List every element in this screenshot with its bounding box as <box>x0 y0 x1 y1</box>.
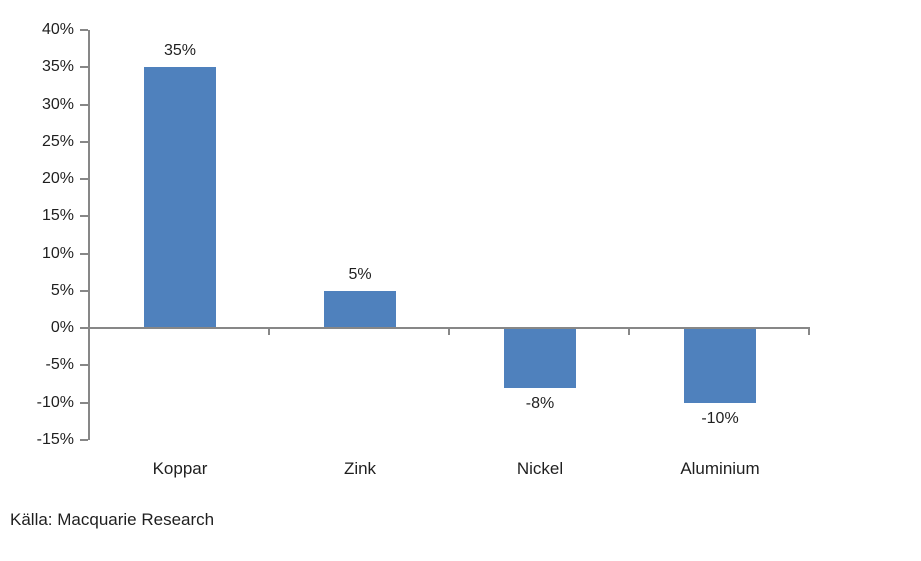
y-axis-tick <box>80 29 88 31</box>
bar-nickel <box>504 328 576 388</box>
y-axis-tick <box>80 401 88 404</box>
category-label-nickel: Nickel <box>516 459 564 478</box>
category-label-koppar: Koppar <box>152 459 208 478</box>
y-axis-tick <box>80 140 88 143</box>
y-axis-tick <box>80 103 88 106</box>
y-axis-tick-label: -15% <box>36 431 74 448</box>
bar-value-label: 35% <box>163 42 197 60</box>
y-axis-tick <box>80 215 88 218</box>
y-axis-tick-label: 40% <box>41 21 74 38</box>
bar-value-label: -8% <box>525 394 555 412</box>
y-axis-line <box>88 30 90 440</box>
x-axis-tick <box>628 329 630 336</box>
y-axis-tick-label: 35% <box>41 58 74 76</box>
bar-aluminium <box>684 328 756 403</box>
category-label-aluminium: Aluminium <box>680 459 760 478</box>
y-axis-tick <box>80 178 88 181</box>
y-axis-tick-label: 25% <box>41 132 74 150</box>
y-axis-tick-label: 20% <box>41 170 74 188</box>
bar-koppar <box>144 67 216 329</box>
bar-value-label: -10% <box>701 409 739 427</box>
x-axis-tick <box>448 329 450 336</box>
bar-zink <box>324 290 396 329</box>
y-axis-tick <box>80 252 88 255</box>
x-axis-line <box>88 327 810 330</box>
x-axis-tick <box>268 329 270 336</box>
y-axis-tick-label: -10% <box>36 393 74 411</box>
y-axis-tick <box>80 66 88 69</box>
y-axis-tick-label: 0% <box>50 319 74 337</box>
y-axis-tick-label: 5% <box>50 281 74 299</box>
y-axis-tick-label: 15% <box>41 207 74 225</box>
y-axis-tick-label: 30% <box>41 95 74 113</box>
y-axis-tick-label: 10% <box>41 244 74 262</box>
category-label-zink: Zink <box>343 459 377 478</box>
bar-chart: 40% 35% 30% 25% 20% 15% 10% 5% 0% -5% -10% -15% 35%… <box>36 21 810 478</box>
source-caption: Källa: Macquarie Research <box>10 510 215 529</box>
y-axis-tick <box>80 364 88 367</box>
x-axis-tick <box>808 329 810 336</box>
y-axis-tick <box>80 289 88 292</box>
y-axis-tick <box>80 439 88 441</box>
bar-value-label: 5% <box>348 265 372 283</box>
y-axis-tick <box>80 327 88 330</box>
y-axis-tick-label: -5% <box>45 356 74 374</box>
